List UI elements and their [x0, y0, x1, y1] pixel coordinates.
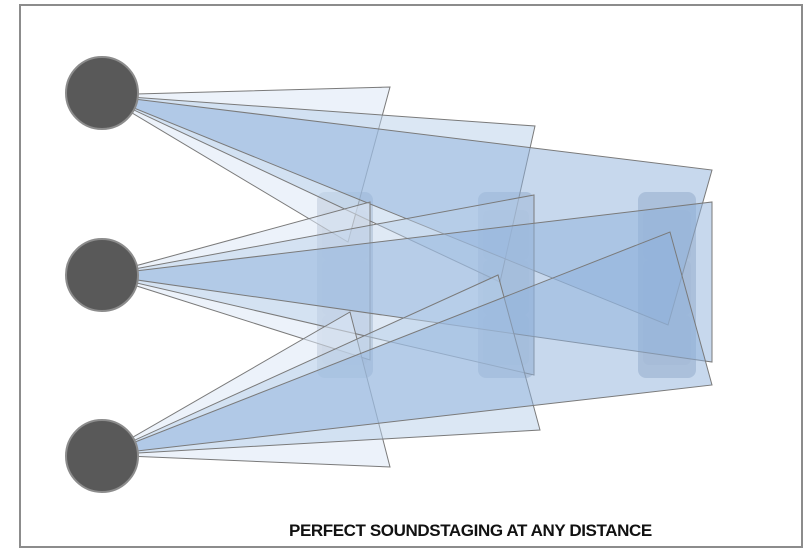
- beam-bottom-far: [101, 231, 713, 456]
- beams-bottom-speaker: [100, 231, 713, 468]
- diagram-caption: PERFECT SOUNDSTAGING AT ANY DISTANCE: [289, 521, 652, 540]
- speaker-middle-icon: [65, 238, 139, 312]
- speaker-top-icon: [65, 56, 139, 130]
- speaker-bottom-icon: [65, 419, 139, 493]
